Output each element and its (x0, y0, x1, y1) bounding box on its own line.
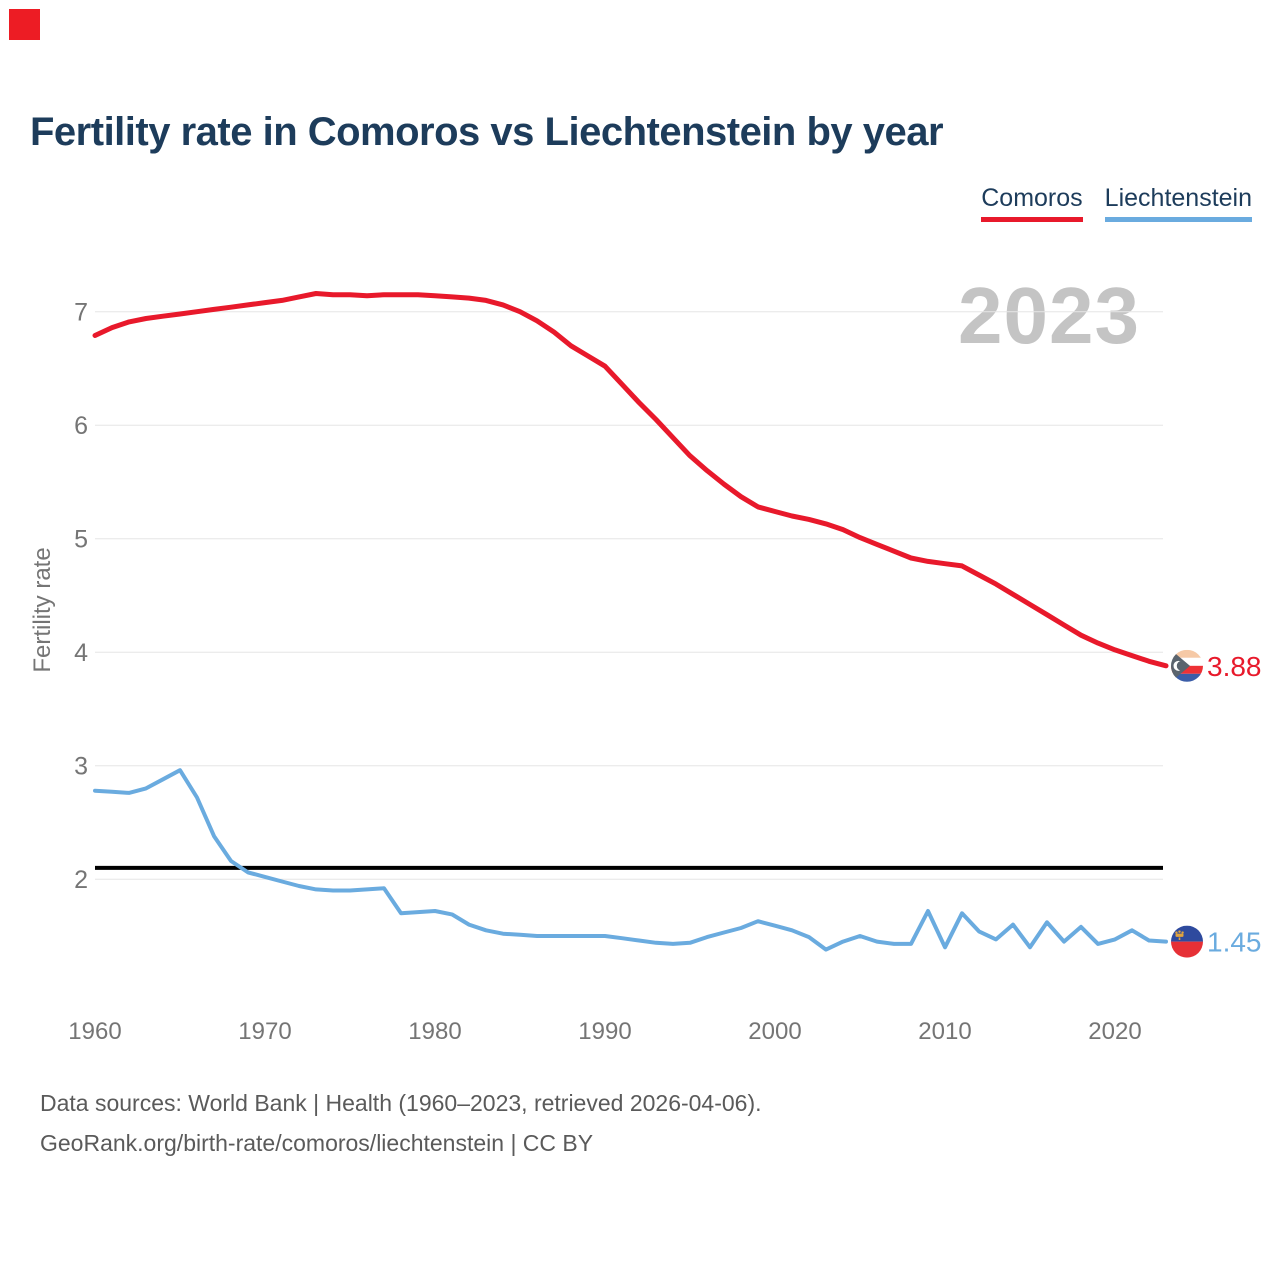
x-tick-label: 1990 (578, 1018, 631, 1045)
liechtenstein-flag-icon (1171, 925, 1203, 958)
footer-attribution: GeoRank.org/birth-rate/comoros/liechtens… (40, 1130, 594, 1156)
y-tick-label: 3 (74, 753, 88, 781)
comoros-line (92, 291, 1169, 669)
comoros-flag-icon (1171, 649, 1203, 682)
red-corner-marker (9, 9, 40, 40)
y-tick-label: 7 (74, 299, 88, 327)
y-tick-label: 4 (74, 639, 88, 667)
y-tick-label: 5 (74, 526, 88, 554)
footer-sources: Data sources: World Bank | Health (1960–… (40, 1090, 762, 1116)
legend-label-liechtenstein: Liechtenstein (1104, 184, 1252, 212)
page-title: Fertility rate in Comoros vs Liechtenste… (30, 110, 944, 154)
year-watermark: 2023 (958, 271, 1140, 360)
x-tick-label: 1960 (68, 1018, 121, 1045)
legend-label-comoros: Comoros (981, 184, 1083, 212)
y-tick-label: 2 (74, 866, 88, 894)
x-tick-label: 2020 (1088, 1018, 1141, 1045)
legend: Comoros Liechtenstein (981, 184, 1252, 222)
liechtenstein-line (93, 768, 1168, 952)
liechtenstein-end-value: 1.45 (1207, 927, 1262, 958)
y-tick-label: 6 (74, 412, 88, 440)
y-axis-title: Fertility rate (29, 547, 56, 672)
footer: Data sources: World Bank | Health (1960–… (40, 1083, 762, 1163)
comoros-end-value: 3.88 (1207, 651, 1262, 682)
x-tick-label: 1970 (238, 1018, 291, 1045)
legend-item-comoros[interactable]: Comoros (981, 184, 1083, 222)
x-tick-label: 2000 (748, 1018, 801, 1045)
legend-item-liechtenstein[interactable]: Liechtenstein (1104, 184, 1252, 222)
x-tick-label: 1980 (408, 1018, 461, 1045)
x-tick-label: 2010 (918, 1018, 971, 1045)
